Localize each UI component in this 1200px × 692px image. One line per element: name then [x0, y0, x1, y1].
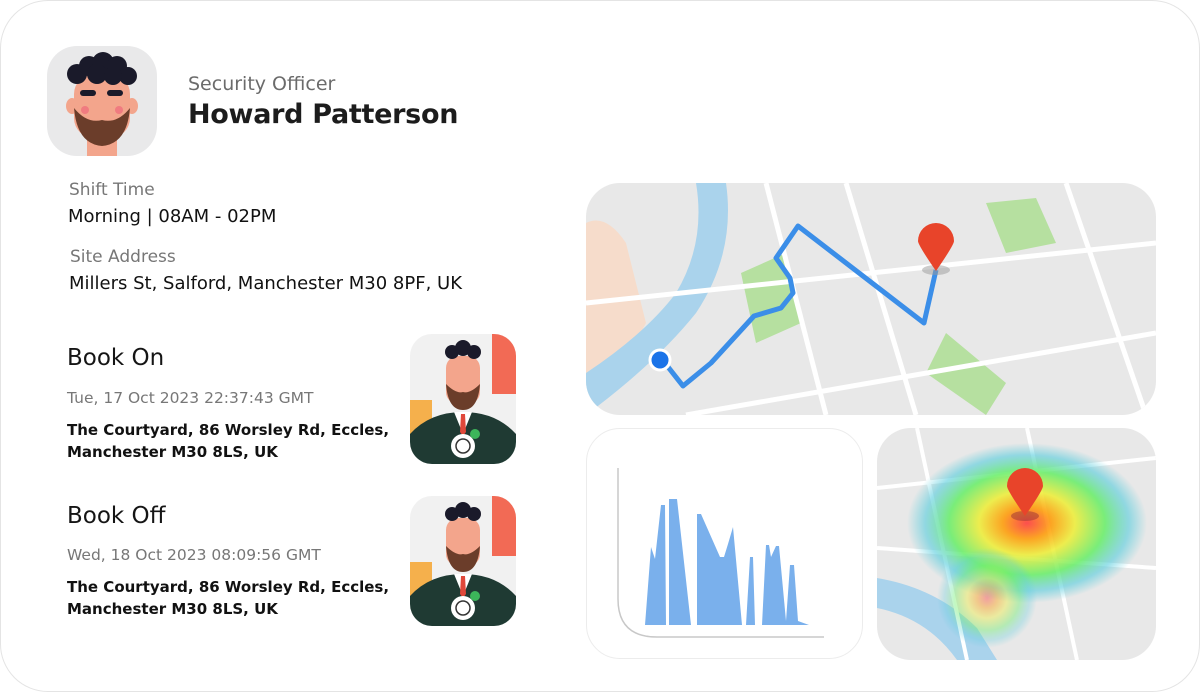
bearded-man-avatar-icon — [66, 52, 138, 156]
activity-area-chart — [617, 468, 824, 638]
officer-fingerprint-icon — [410, 334, 516, 464]
book-off-address: The Courtyard, 86 Worsley Rd, Eccles, Ma… — [67, 576, 389, 620]
site-address-label: Site Address — [70, 247, 176, 267]
heatmap-map[interactable] — [877, 428, 1156, 660]
shift-time-label: Shift Time — [69, 180, 155, 200]
book-off-title: Book Off — [67, 503, 166, 529]
address-line: The Courtyard, 86 Worsley Rd, Eccles, — [67, 421, 390, 439]
book-on-photo — [410, 334, 516, 464]
route-map[interactable] — [586, 183, 1156, 415]
chart-area — [645, 499, 809, 625]
book-on-timestamp: Tue, 17 Oct 2023 22:37:43 GMT — [67, 389, 314, 407]
start-location-icon — [648, 348, 672, 372]
destination-pin-icon — [918, 223, 954, 271]
book-off-timestamp: Wed, 18 Oct 2023 08:09:56 GMT — [67, 546, 321, 564]
activity-chart — [586, 428, 863, 659]
officer-name: Howard Patterson — [188, 99, 459, 130]
location-pin-icon — [1007, 468, 1043, 516]
avatar — [47, 46, 157, 156]
book-on-title: Book On — [67, 345, 165, 371]
address-line: The Courtyard, 86 Worsley Rd, Eccles, — [67, 578, 390, 596]
book-on-address: The Courtyard, 86 Worsley Rd, Eccles, Ma… — [67, 419, 389, 463]
address-line: Manchester M30 8LS, UK — [67, 443, 278, 461]
book-off-photo — [410, 496, 516, 626]
address-line: Manchester M30 8LS, UK — [67, 600, 278, 618]
chart-axis — [617, 468, 824, 638]
shift-time-value: Morning | 08AM - 02PM — [68, 206, 277, 227]
site-address-value: Millers St, Salford, Manchester M30 8PF,… — [69, 273, 463, 294]
heatmap-graphic — [877, 428, 1156, 660]
officer-fingerprint-icon — [410, 496, 516, 626]
officer-role: Security Officer — [188, 73, 336, 95]
route-map-graphic — [586, 183, 1156, 415]
